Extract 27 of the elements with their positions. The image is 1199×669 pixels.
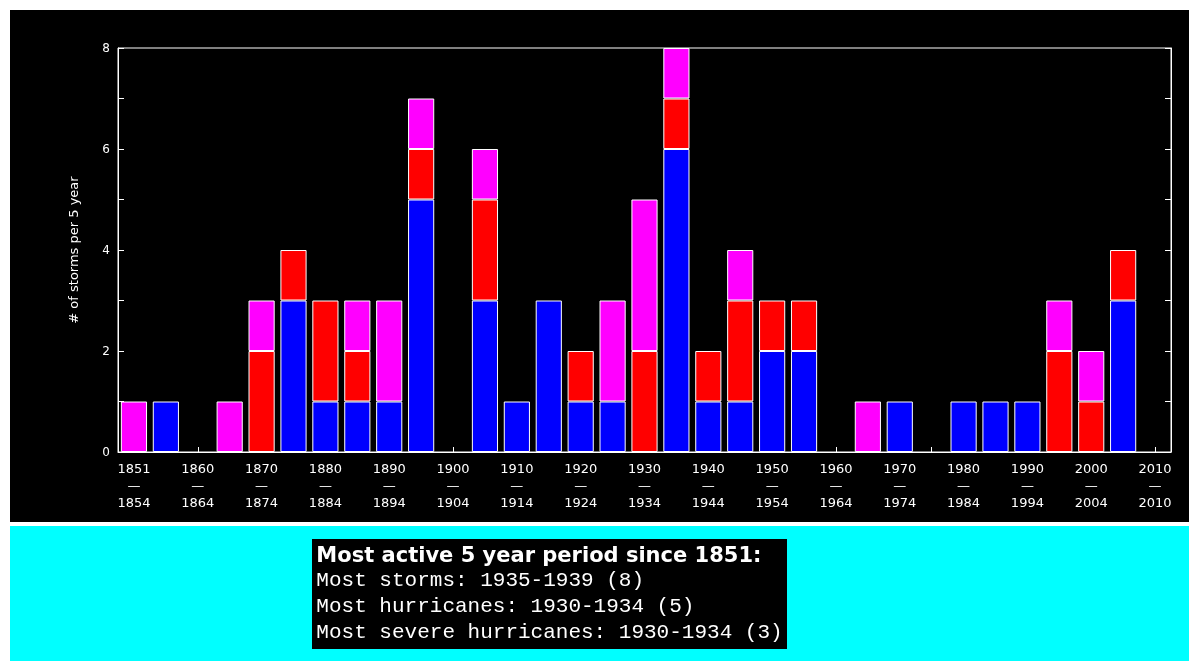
x-tick-label: 1920 — 1924 <box>564 461 598 510</box>
x-tick-label: 1870 — 1874 <box>245 461 279 510</box>
text: Most severe hurricanes: 1930-1934 (3) <box>316 619 783 646</box>
x-tick-label: 1960 — 1964 <box>819 461 853 510</box>
y-tick-label: 2 <box>102 344 110 358</box>
y-tick-label: 0 <box>102 445 110 459</box>
x-tick-label: 1930 — 1934 <box>627 461 662 510</box>
text: Most active 5 year period since 1851: <box>316 541 763 568</box>
x-tick-label: 1890 — 1894 <box>372 461 406 510</box>
x-tick-label: 2000 — 2004 <box>1074 461 1108 510</box>
x-tick-label: 2010 — 2010 <box>1138 461 1172 510</box>
x-tick-label: 1940 — 1944 <box>691 461 725 510</box>
x-tick-label: 1900 — 1904 <box>436 461 470 510</box>
x-tick-label: 1851 — 1854 <box>117 461 151 510</box>
x-tick-label: 1980 — 1984 <box>947 461 981 510</box>
x-tick-label: 1950 — 1954 <box>755 461 789 510</box>
y-tick-label: 4 <box>102 243 110 257</box>
x-tick-label: 1910 — 1914 <box>500 461 534 510</box>
x-tick-label: 1990 — 1994 <box>1010 461 1044 510</box>
x-tick-label: 1860 — 1864 <box>181 461 215 510</box>
x-tick-label: 1880 — 1884 <box>308 461 342 510</box>
y-tick-label: 8 <box>102 41 110 55</box>
text: Most storms: 1935-1939 (8) <box>316 567 645 594</box>
y-tick-label: 6 <box>102 142 110 156</box>
text: Most hurricanes: 1930-1934 (5) <box>316 593 696 620</box>
y-axis-title: # of storms per 5 year <box>66 175 81 324</box>
x-tick-label: 1970 — 1974 <box>883 461 917 510</box>
